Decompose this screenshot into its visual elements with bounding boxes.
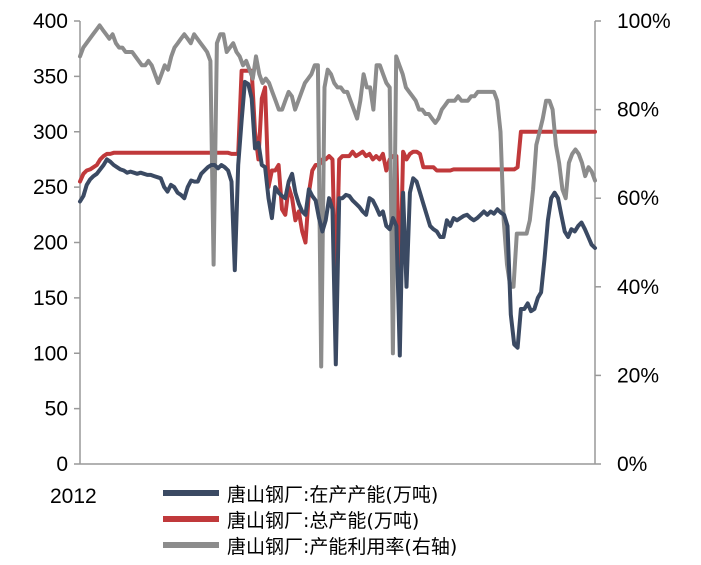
legend-swatch-operating-capacity <box>163 490 219 496</box>
legend-item-utilization-rate: 唐山钢厂:产能利用率(右轴) <box>163 532 457 558</box>
right-y-tick-label: 60% <box>617 187 659 210</box>
right-y-tick-label: 80% <box>617 99 659 122</box>
right-y-axis-ticks: 0% 20% 40% 60% 80% 100% <box>595 10 671 476</box>
left-y-tick-label: 400 <box>33 10 68 33</box>
left-y-axis-ticks: 0 50 100 150 200 250 300 350 400 <box>33 10 80 476</box>
legend-item-operating-capacity: 唐山钢厂:在产产能(万吨) <box>163 480 457 506</box>
left-y-tick-label: 200 <box>33 232 68 255</box>
left-y-tick-label: 0 <box>56 453 68 476</box>
right-y-tick-label: 20% <box>617 364 659 387</box>
legend-label-utilization-rate: 唐山钢厂:产能利用率(右轴) <box>227 535 458 558</box>
left-y-tick-label: 250 <box>33 176 68 199</box>
right-y-tick-label: 40% <box>617 276 659 299</box>
series-layer <box>78 23 597 369</box>
left-y-tick-label: 50 <box>45 398 68 421</box>
right-y-tick-label: 100% <box>617 10 671 33</box>
legend-label-operating-capacity: 唐山钢厂:在产产能(万吨) <box>227 483 439 506</box>
legend: 唐山钢厂:在产产能(万吨) 唐山钢厂:总产能(万吨) 唐山钢厂:产能利用率(右轴… <box>163 480 457 558</box>
legend-swatch-utilization-rate <box>163 542 219 548</box>
left-y-tick-label: 100 <box>33 342 68 365</box>
right-y-tick-label: 0% <box>617 453 647 476</box>
legend-label-total-capacity: 唐山钢厂:总产能(万吨) <box>227 509 420 532</box>
legend-swatch-total-capacity <box>163 516 219 522</box>
x-tick-label-2012: 2012 <box>50 485 97 508</box>
left-y-tick-label: 350 <box>33 65 68 88</box>
series-operating-capacity-line <box>78 79 597 367</box>
left-y-tick-label: 150 <box>33 287 68 310</box>
legend-item-total-capacity: 唐山钢厂:总产能(万吨) <box>163 506 457 532</box>
left-y-tick-label: 300 <box>33 121 68 144</box>
